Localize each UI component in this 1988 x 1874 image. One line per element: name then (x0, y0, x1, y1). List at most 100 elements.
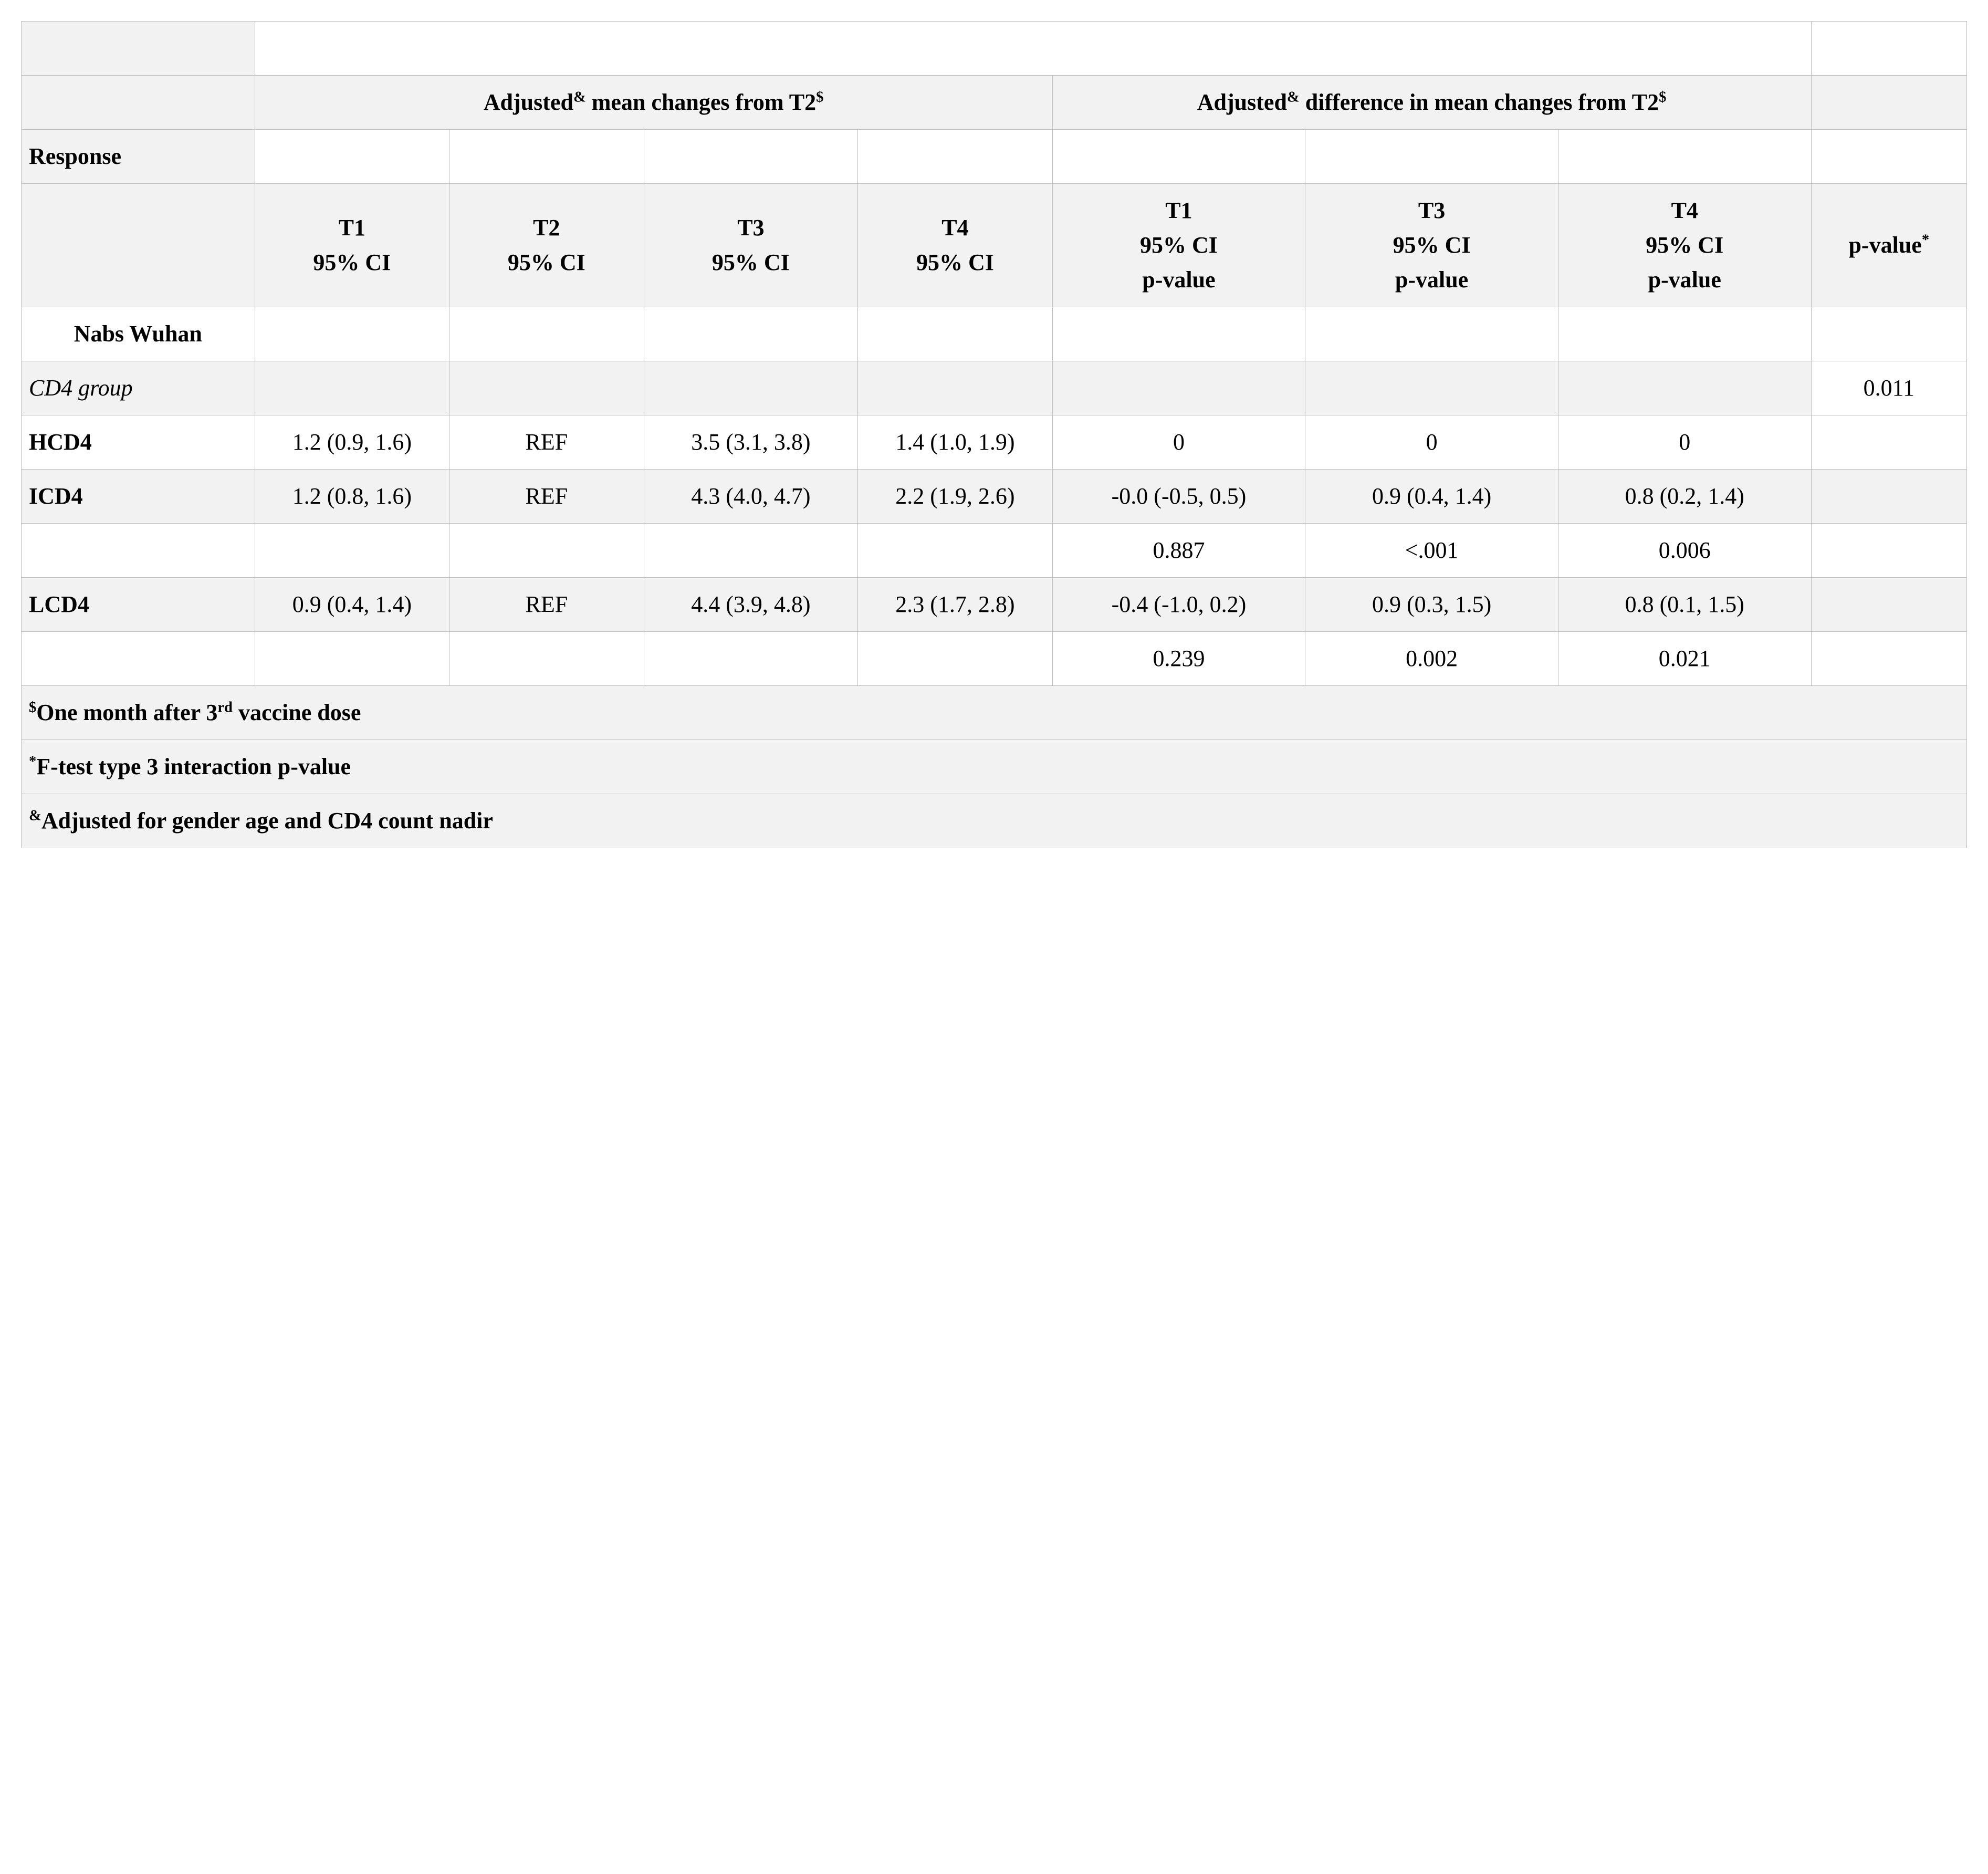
cd4group-pvalue: 0.011 (1811, 361, 1966, 415)
empty-cell (1305, 307, 1558, 361)
col-t3: T395% CI (644, 184, 858, 307)
table-row: ICD4 1.2 (0.8, 1.6) REF 4.3 (4.0, 4.7) 2… (22, 470, 1967, 524)
table-row: CD4 group 0.011 (22, 361, 1967, 415)
footnote: &Adjusted for gender age and CD4 count n… (22, 794, 1967, 848)
empty-cell (255, 524, 449, 578)
header-adjusted-mean: Adjusted& mean changes from T2$ (255, 76, 1052, 130)
empty-cell (1811, 470, 1966, 524)
row-label: ICD4 (22, 470, 255, 524)
cell: 2.2 (1.9, 2.6) (858, 470, 1053, 524)
cell: -0.4 (-1.0, 0.2) (1052, 578, 1305, 632)
row-label: LCD4 (22, 578, 255, 632)
empty-cell (22, 184, 255, 307)
col-t2: T295% CI (449, 184, 644, 307)
empty-cell (858, 361, 1053, 415)
table-row: 0.887 <.001 0.006 (22, 524, 1967, 578)
table-row: *F-test type 3 interaction p-value (22, 740, 1967, 794)
col-diff-t3: T395% CIp-value (1305, 184, 1558, 307)
empty-cell (1052, 361, 1305, 415)
section-nabs: Nabs Wuhan (22, 307, 255, 361)
cell: REF (449, 470, 644, 524)
cell: REF (449, 578, 644, 632)
empty-cell (255, 632, 449, 686)
empty-cell (255, 22, 1811, 76)
cell: -0.0 (-0.5, 0.5) (1052, 470, 1305, 524)
empty-cell (1558, 361, 1811, 415)
empty-cell (1811, 524, 1966, 578)
empty-cell (22, 76, 255, 130)
table-row: &Adjusted for gender age and CD4 count n… (22, 794, 1967, 848)
empty-cell (22, 22, 255, 76)
empty-cell (449, 130, 644, 184)
cell: 0.887 (1052, 524, 1305, 578)
cell: 0.9 (0.4, 1.4) (1305, 470, 1558, 524)
empty-cell (1811, 130, 1966, 184)
col-t1: T195% CI (255, 184, 449, 307)
empty-cell (858, 632, 1053, 686)
empty-cell (1305, 130, 1558, 184)
empty-cell (22, 524, 255, 578)
empty-cell (1811, 22, 1966, 76)
cell: REF (449, 415, 644, 470)
section-cd4group: CD4 group (22, 361, 255, 415)
cell: 0.8 (0.2, 1.4) (1558, 470, 1811, 524)
table-row: Response (22, 130, 1967, 184)
cell: 0.8 (0.1, 1.5) (1558, 578, 1811, 632)
empty-cell (449, 632, 644, 686)
empty-cell (858, 307, 1053, 361)
empty-cell (1811, 578, 1966, 632)
empty-cell (644, 307, 858, 361)
table-row: 0.239 0.002 0.021 (22, 632, 1967, 686)
empty-cell (1811, 307, 1966, 361)
cell: 0 (1305, 415, 1558, 470)
table-row (22, 22, 1967, 76)
cell: 4.3 (4.0, 4.7) (644, 470, 858, 524)
empty-cell (1305, 361, 1558, 415)
footnote: *F-test type 3 interaction p-value (22, 740, 1967, 794)
empty-cell (644, 524, 858, 578)
col-diff-t1: T195% CIp-value (1052, 184, 1305, 307)
cell: 1.2 (0.9, 1.6) (255, 415, 449, 470)
cell: 4.4 (3.9, 4.8) (644, 578, 858, 632)
empty-cell (858, 130, 1053, 184)
empty-cell (22, 632, 255, 686)
cell: 0 (1558, 415, 1811, 470)
cell: 0.9 (0.3, 1.5) (1305, 578, 1558, 632)
empty-cell (858, 524, 1053, 578)
empty-cell (255, 130, 449, 184)
cell: 0.9 (0.4, 1.4) (255, 578, 449, 632)
cell: 1.4 (1.0, 1.9) (858, 415, 1053, 470)
empty-cell (644, 632, 858, 686)
cell: <.001 (1305, 524, 1558, 578)
cell: 1.2 (0.8, 1.6) (255, 470, 449, 524)
empty-cell (1052, 130, 1305, 184)
col-t4: T495% CI (858, 184, 1053, 307)
footnote: $One month after 3rd vaccine dose (22, 686, 1967, 740)
cell: 0.239 (1052, 632, 1305, 686)
empty-cell (449, 524, 644, 578)
table-row: HCD4 1.2 (0.9, 1.6) REF 3.5 (3.1, 3.8) 1… (22, 415, 1967, 470)
empty-cell (255, 361, 449, 415)
empty-cell (1558, 307, 1811, 361)
empty-cell (1052, 307, 1305, 361)
table-row: LCD4 0.9 (0.4, 1.4) REF 4.4 (3.9, 4.8) 2… (22, 578, 1967, 632)
empty-cell (255, 307, 449, 361)
empty-cell (1811, 415, 1966, 470)
cell: 0.006 (1558, 524, 1811, 578)
header-adjusted-diff: Adjusted& difference in mean changes fro… (1052, 76, 1811, 130)
table-row: T195% CI T295% CI T395% CI T495% CI T195… (22, 184, 1967, 307)
cell: 2.3 (1.7, 2.8) (858, 578, 1053, 632)
empty-cell (1811, 76, 1966, 130)
col-pvalue: p-value* (1811, 184, 1966, 307)
empty-cell (449, 361, 644, 415)
empty-cell (449, 307, 644, 361)
cell: 0.021 (1558, 632, 1811, 686)
table-row: Nabs Wuhan (22, 307, 1967, 361)
cell: 0 (1052, 415, 1305, 470)
results-table: Adjusted& mean changes from T2$ Adjusted… (21, 21, 1967, 848)
cell: 3.5 (3.1, 3.8) (644, 415, 858, 470)
cell: 0.002 (1305, 632, 1558, 686)
table-row: $One month after 3rd vaccine dose (22, 686, 1967, 740)
col-diff-t4: T495% CIp-value (1558, 184, 1811, 307)
header-response: Response (22, 130, 255, 184)
